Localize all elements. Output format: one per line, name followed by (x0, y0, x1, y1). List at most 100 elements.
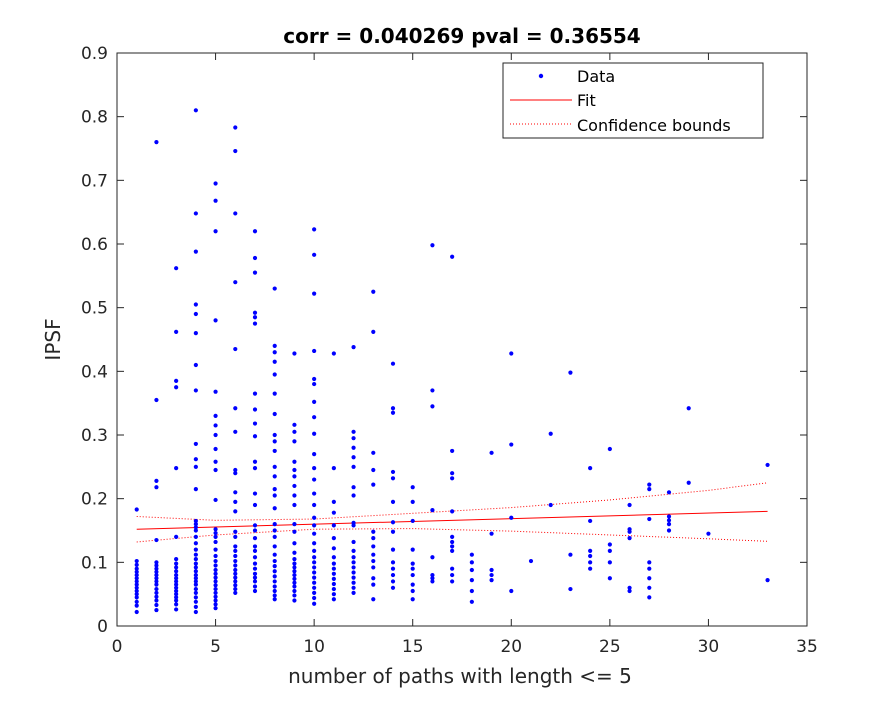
data-point (351, 575, 356, 580)
data-point (568, 552, 573, 557)
data-point (607, 560, 612, 565)
data-point (351, 555, 356, 560)
data-point (331, 536, 336, 541)
data-point (430, 243, 435, 248)
data-point (193, 249, 198, 254)
data-point (134, 595, 139, 600)
x-tick-label: 10 (303, 637, 325, 657)
data-point (647, 516, 652, 522)
data-point (312, 575, 317, 580)
data-point (193, 586, 198, 592)
data-point (213, 530, 218, 536)
data-point (213, 567, 218, 573)
lower-confidence-bound (136, 528, 768, 543)
data-point (154, 598, 159, 603)
data-point (233, 558, 238, 564)
data-point (371, 552, 376, 557)
data-point (410, 499, 415, 504)
data-point (252, 321, 258, 326)
data-point (213, 459, 218, 464)
data-point (233, 579, 238, 584)
data-point (312, 560, 317, 565)
data-point (765, 462, 770, 468)
data-point (134, 582, 139, 587)
data-point (666, 522, 672, 527)
data-point (410, 572, 415, 578)
data-point (193, 599, 198, 604)
data-point (174, 602, 179, 607)
data-point (312, 541, 317, 546)
data-point (213, 583, 218, 588)
data-point (272, 359, 277, 364)
data-point (174, 266, 179, 271)
data-point (312, 491, 317, 496)
y-tick-label: 0.5 (81, 299, 108, 319)
data-point (390, 572, 396, 578)
data-point (193, 522, 198, 527)
data-point (390, 547, 396, 552)
data-point (489, 567, 494, 573)
data-point (233, 529, 238, 534)
data-point (410, 597, 415, 602)
data-point (450, 548, 455, 553)
data-point (627, 588, 632, 594)
data-point (233, 148, 238, 154)
data-point (588, 518, 593, 524)
data-point (371, 544, 376, 549)
data-point (627, 536, 632, 541)
data-point (390, 406, 396, 411)
data-point (312, 590, 317, 595)
data-point (410, 547, 415, 552)
data-point (351, 493, 356, 498)
data-point (647, 566, 652, 571)
data-point (390, 560, 396, 565)
data-point (134, 576, 139, 581)
data-point (193, 528, 198, 533)
data-point (272, 432, 277, 438)
data-point (351, 464, 356, 469)
data-points (134, 108, 770, 615)
data-point (351, 570, 356, 575)
x-tick-label: 5 (210, 637, 221, 657)
data-point (213, 594, 218, 599)
data-point (272, 569, 277, 574)
data-point (213, 602, 218, 607)
data-point (430, 572, 435, 578)
x-axis-label: number of paths with length <= 5 (288, 664, 632, 688)
data-point (292, 474, 297, 479)
data-point (134, 572, 139, 578)
data-point (312, 548, 317, 553)
data-point (331, 586, 336, 592)
data-point (469, 578, 474, 583)
data-point (686, 406, 691, 411)
data-point (410, 582, 415, 587)
data-point (252, 421, 258, 426)
data-point (272, 558, 277, 564)
legend-fit-label: Fit (577, 91, 596, 110)
data-point (272, 464, 277, 469)
data-point (292, 598, 297, 603)
data-point (292, 502, 297, 508)
data-point (134, 569, 139, 574)
data-point (371, 582, 376, 587)
axis-ticks: 0 5 10 15 20 25 30 35 0 0.1 0.2 0.3 0.4 0.5 0.6 0.7 0.8 0… (81, 44, 818, 657)
chart-title: corr = 0.040269 pval = 0.36554 (283, 24, 640, 48)
data-point (233, 534, 238, 539)
data-point (174, 607, 179, 612)
data-point (312, 585, 317, 590)
data-point (193, 362, 198, 368)
data-point (647, 487, 652, 492)
data-point (272, 584, 277, 589)
data-point (154, 590, 159, 595)
data-point (588, 553, 593, 559)
data-point (312, 523, 317, 528)
data-point (213, 553, 218, 559)
data-point (371, 536, 376, 541)
data-point (193, 557, 198, 562)
data-point (272, 597, 277, 602)
data-point (351, 445, 356, 450)
data-point (588, 566, 593, 571)
data-point (371, 482, 376, 487)
data-point (588, 560, 593, 565)
